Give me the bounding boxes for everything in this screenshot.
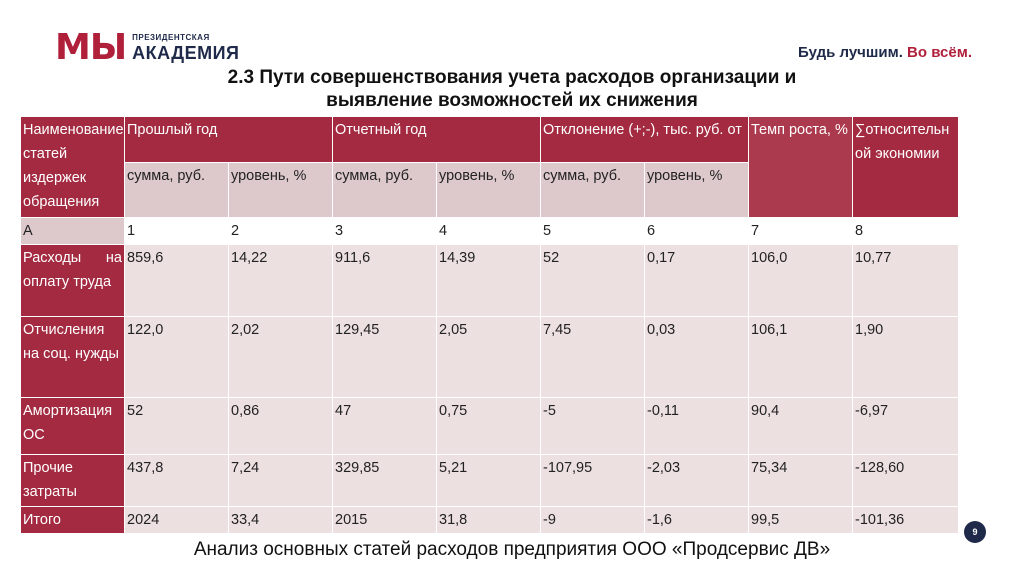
table-cell: 2024 xyxy=(124,506,229,534)
logo-main-text: АКАДЕМИЯ xyxy=(132,43,240,63)
subheader-cell: сумма, руб. xyxy=(332,162,437,218)
table-cell: -5 xyxy=(540,397,645,455)
subheader-row: сумма, руб. уровень, % сумма, руб. урове… xyxy=(21,162,959,218)
column-number: 3 xyxy=(332,217,437,245)
table-cell: 129,45 xyxy=(332,316,437,398)
table-row: Отчисления на соц. нужды 122,0 2,02 129,… xyxy=(20,316,960,398)
table-cell: 52 xyxy=(124,397,229,455)
table-cell: 2,05 xyxy=(436,316,541,398)
table-cell: 122,0 xyxy=(124,316,229,398)
column-number: 2 xyxy=(228,217,333,245)
table-cell: -2,03 xyxy=(643,454,750,507)
row-label: Итого xyxy=(20,506,125,534)
table-cell: 5,21 xyxy=(436,454,541,507)
header-relative-economy: ∑относительной экономии xyxy=(852,116,960,218)
row-label: Расходы на оплату труда xyxy=(20,244,125,317)
table-cell: 0,86 xyxy=(228,397,333,455)
table-cell: 52 xyxy=(540,244,645,317)
table-cell: 14,22 xyxy=(228,244,333,317)
table-cell: 90,4 xyxy=(748,397,854,455)
table-cell: 7,24 xyxy=(228,454,333,507)
table-cell: -128,60 xyxy=(852,454,960,507)
table-cell: 47 xyxy=(332,397,437,455)
header-cur-year: Отчетный год xyxy=(332,116,541,163)
slogan: Будь лучшим. Во всём. xyxy=(798,44,972,61)
column-number-row: А 1 2 3 4 5 6 7 8 xyxy=(20,217,960,245)
table-cell: 2015 xyxy=(332,506,437,534)
subheader-cell: сумма, руб. xyxy=(540,162,645,218)
table-cell: 106,1 xyxy=(748,316,854,398)
table-cell: 0,03 xyxy=(643,316,750,398)
table-cell: 0,17 xyxy=(643,244,750,317)
header-row: Наименование статей издержек обращения П… xyxy=(20,116,960,218)
academy-logo: МЫ ПРЕЗИДЕНТСКАЯ АКАДЕМИЯ xyxy=(55,27,240,68)
header-growth-rate: Темп роста, % xyxy=(748,116,854,218)
table-cell: 2,02 xyxy=(228,316,333,398)
page-number-badge: 9 xyxy=(964,521,986,543)
table-cell: 31,8 xyxy=(436,506,541,534)
table-cell: 859,6 xyxy=(124,244,229,317)
table-cell: -6,97 xyxy=(852,397,960,455)
table-cell: 1,90 xyxy=(852,316,960,398)
column-number: 5 xyxy=(540,217,645,245)
table-cell: -101,36 xyxy=(852,506,960,534)
logo-small-text: ПРЕЗИДЕНТСКАЯ xyxy=(132,33,210,42)
logo-mark: МЫ xyxy=(55,27,127,68)
title-line-2: выявление возможностей их снижения xyxy=(326,90,698,111)
table-cell: -0,11 xyxy=(643,397,750,455)
subheader-cell: сумма, руб. xyxy=(124,162,229,218)
column-number: 4 xyxy=(436,217,541,245)
table-cell: -1,6 xyxy=(643,506,750,534)
row-label: Отчисления на соц. нужды xyxy=(20,316,125,398)
row-label: Амортизация ОС xyxy=(20,397,125,455)
expenses-table: Наименование статей издержек обращения П… xyxy=(20,116,960,534)
table-cell: 329,85 xyxy=(332,454,437,507)
table-cell: 33,4 xyxy=(228,506,333,534)
slide-title: 2.3 Пути совершенствования учета расходо… xyxy=(0,66,1024,112)
table-caption: Анализ основных статей расходов предприя… xyxy=(193,539,831,560)
column-number: 1 xyxy=(124,217,229,245)
table-cell: 75,34 xyxy=(748,454,854,507)
column-number: 8 xyxy=(852,217,960,245)
table-row-total: Итого 2024 33,4 2015 31,8 -9 -1,6 99,5 -… xyxy=(20,506,960,534)
header-deviation: Отклонение (+;-), тыс. руб. от xyxy=(539,116,750,163)
table-row: Прочие затраты 437,8 7,24 329,85 5,21 -1… xyxy=(20,454,960,507)
table-row: Амортизация ОС 52 0,86 47 0,75 -5 -0,11 … xyxy=(20,397,960,455)
table-cell: 99,5 xyxy=(748,506,854,534)
column-number: 6 xyxy=(643,217,750,245)
table-row: Расходы на оплату труда 859,6 14,22 911,… xyxy=(20,244,960,317)
table-cell: 14,39 xyxy=(436,244,541,317)
column-number: А xyxy=(20,217,125,245)
table-cell: -107,95 xyxy=(540,454,645,507)
slogan-part2: Во всём. xyxy=(907,44,972,61)
table-cell: 10,77 xyxy=(852,244,960,317)
table-cell: 437,8 xyxy=(124,454,229,507)
table-cell: 0,75 xyxy=(436,397,541,455)
subheader-cell: уровень, % xyxy=(228,162,333,218)
subheader-cell: уровень, % xyxy=(436,162,541,218)
slogan-part1: Будь лучшим. xyxy=(798,44,908,61)
subheader-cell: уровень, % xyxy=(643,162,750,218)
column-number: 7 xyxy=(748,217,854,245)
table-cell: 106,0 xyxy=(748,244,854,317)
logo-text: ПРЕЗИДЕНТСКАЯ АКАДЕМИЯ xyxy=(132,33,240,63)
table-cell: -9 xyxy=(540,506,645,534)
table-cell: 7,45 xyxy=(540,316,645,398)
row-label: Прочие затраты xyxy=(20,454,125,507)
title-line-1: 2.3 Пути совершенствования учета расходо… xyxy=(227,67,797,88)
header-prev-year: Прошлый год xyxy=(124,116,333,163)
header-expense-name: Наименование статей издержек обращения xyxy=(20,116,125,218)
table-cell: 911,6 xyxy=(332,244,437,317)
